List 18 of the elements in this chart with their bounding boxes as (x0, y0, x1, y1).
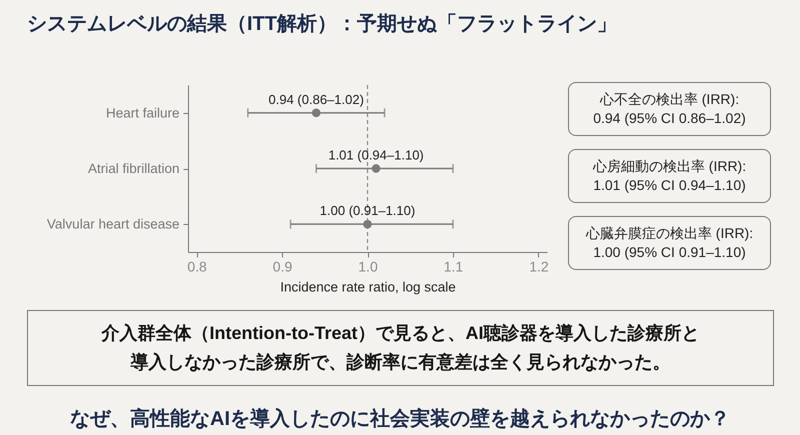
text: なぜ、高性能なAIを導入したのに社会実装の壁を越えられなかったのか？ (69, 406, 731, 432)
x-tick-label: 0.8 (187, 258, 207, 274)
data-label: 0.94 (0.86–1.02) (268, 92, 364, 107)
data-label: 1.01 (0.94–1.10) (328, 148, 424, 162)
x-tick-label: 1.2 (529, 258, 549, 274)
data-label: 1.00 (0.91–1.10) (320, 203, 416, 218)
x-axis-title: Incidence rate ratio, log scale (280, 280, 456, 294)
y-tick-label: Heart failure (106, 105, 180, 120)
y-tick-label: Valvular heart disease (46, 216, 180, 232)
callout-box: 心臓弁膜症の検出率 (IRR): 1.00 (95% CI 0.91–1.10) (568, 216, 771, 270)
x-tick-label: 0.9 (272, 258, 292, 274)
x-tick-label: 1.0 (358, 258, 378, 274)
callout-box: 心不全の検出率 (IRR): 0.94 (95% CI 0.86–1.02) (568, 82, 771, 136)
callout-box: 心房細動の検出率 (IRR): 1.01 (95% CI 0.94–1.10) (568, 149, 771, 203)
callout-box: 介入群全体（Intention-to-Treat）で見ると、AI聴診器を導入した診療所と導入しなかった診療所で、診断率に有意差は全く見られなかった。 (27, 310, 774, 386)
x-tick-label: 1.1 (444, 258, 464, 274)
y-tick-label: Atrial fibrillation (88, 161, 180, 176)
chart-title: システムレベルの結果（ITT解析）：予期せぬ「フラットライン」 (27, 12, 617, 37)
